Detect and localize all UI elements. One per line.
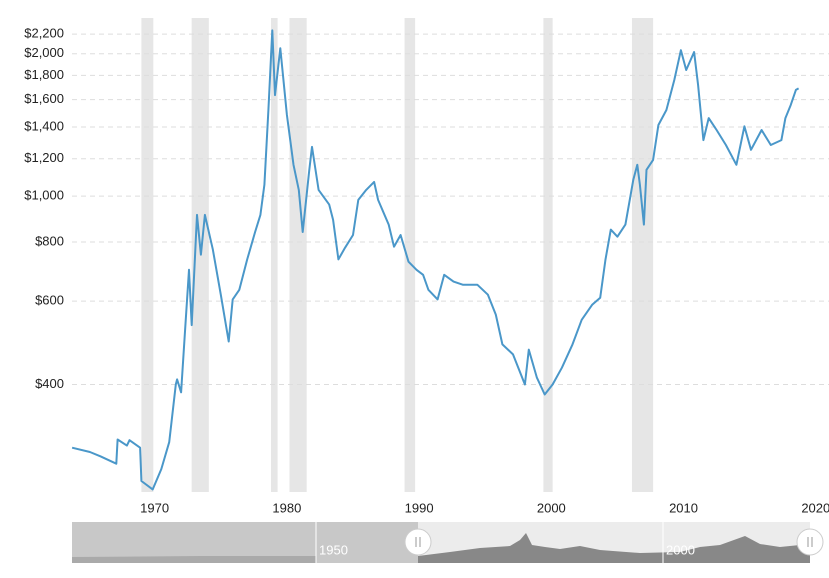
x-tick-label: 1980 — [272, 500, 301, 515]
shaded-range — [289, 18, 307, 492]
price-line — [71, 29, 800, 491]
navigator-shape — [72, 556, 316, 563]
x-tick-label: 2010 — [669, 500, 698, 515]
navigator-handle[interactable] — [404, 528, 432, 556]
x-tick-label: 1990 — [405, 500, 434, 515]
shaded-range — [141, 18, 154, 492]
plot-layer — [71, 29, 800, 491]
x-tick-label: 2000 — [537, 500, 566, 515]
y-tick-label: $800 — [35, 233, 64, 248]
navigator-shape — [418, 533, 810, 563]
navigator[interactable]: 1950 2000 — [72, 522, 824, 563]
handle-grip — [415, 537, 421, 547]
shaded-range — [543, 18, 553, 492]
x-tick-label: 1970 — [140, 500, 169, 515]
y-tick-label: $1,400 — [24, 118, 64, 133]
y-tick-label: $600 — [35, 293, 64, 308]
y-tick-label: $2,200 — [24, 26, 64, 41]
navigator-label: 2000 — [666, 542, 695, 557]
y-tick-label: $1,600 — [24, 91, 64, 106]
shaded-range — [631, 18, 654, 492]
y-tick-label: $400 — [35, 376, 64, 391]
shaded-range — [404, 18, 416, 492]
y-tick-label: $1,800 — [24, 67, 64, 82]
handle-grip — [807, 537, 813, 547]
y-tick-label: $2,000 — [24, 45, 64, 60]
shaded-range — [271, 18, 278, 492]
grid-layer: $400 $600 $800 $1,000 $1,200 $1,400 $1,600 $1,8… — [24, 26, 829, 515]
y-tick-label: $1,000 — [24, 188, 64, 203]
x-tick-label: 2020 — [801, 500, 829, 515]
navigator-label: 1950 — [319, 542, 348, 557]
band-layer — [141, 18, 654, 492]
y-tick-label: $1,200 — [24, 150, 64, 165]
navigator-handle[interactable] — [796, 528, 824, 556]
